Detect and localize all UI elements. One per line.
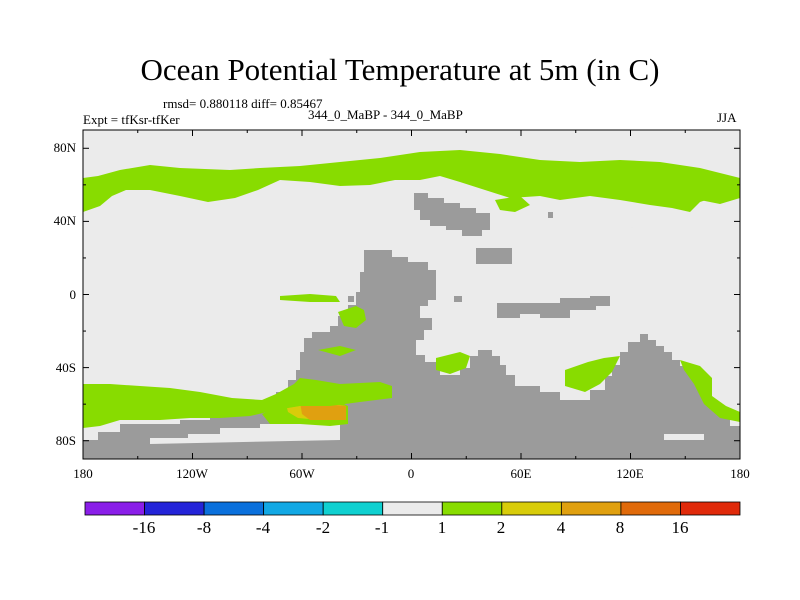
season-label: JJA [717, 110, 737, 125]
ytick-0: 0 [69, 287, 77, 302]
green-streak-eq [280, 294, 340, 302]
island-north [468, 222, 474, 228]
cb-label: 8 [615, 518, 625, 537]
ytick-80n: 80N [53, 140, 76, 155]
colorbar [84, 501, 741, 516]
xtick-60e: 60E [510, 466, 532, 481]
ytick-40n: 40N [53, 213, 76, 228]
south-band-west [83, 378, 392, 428]
colorbar-swatch [441, 501, 503, 516]
south-band-east [565, 356, 620, 392]
ice-shelf [150, 420, 340, 444]
cb-label: 4 [556, 518, 566, 537]
colorbar-swatch [560, 501, 622, 516]
north-band-gap [108, 186, 690, 232]
colorbar-swatch [84, 501, 145, 516]
xtick-0: 0 [407, 466, 415, 481]
island-north-2 [548, 212, 553, 218]
xtick-120e: 120E [616, 466, 644, 481]
south-band-far-east [680, 360, 740, 422]
colorbar-swatch [680, 501, 741, 516]
island-small-2 [348, 296, 354, 302]
colorbar-swatch [263, 501, 324, 516]
xtick-180w: 180 [73, 466, 93, 481]
colorbar-swatch [322, 501, 384, 516]
north-band-west [83, 150, 740, 212]
colorbar-swatch [501, 501, 562, 516]
colorbar-swatch [620, 501, 681, 516]
ytick-80s: 80S [55, 433, 76, 448]
cb-label: -1 [374, 518, 390, 537]
colorbar-swatch [382, 501, 443, 516]
cb-label: -16 [132, 518, 156, 537]
cb-label: 16 [671, 518, 689, 537]
landmass-central [83, 250, 740, 459]
green-streak-2 [318, 346, 356, 356]
cb-label: 2 [496, 518, 506, 537]
tick-marks [82, 130, 741, 459]
xtick-120w: 120W [176, 466, 208, 481]
cb-label: -8 [196, 518, 212, 537]
xtick-180e: 180 [730, 466, 750, 481]
hot-shelf [300, 402, 346, 420]
island-east [476, 248, 512, 264]
landmass-east [497, 296, 610, 318]
island-ant-east [664, 434, 704, 440]
stats-label: rmsd= 0.880118 diff= 0.85467 [163, 96, 323, 111]
xtick-60w: 60W [289, 466, 315, 481]
ytick-40s: 40S [55, 360, 76, 375]
cb-label: -4 [255, 518, 271, 537]
south-band-mid [436, 352, 470, 374]
cb-label: 1 [437, 518, 447, 537]
green-patch-eq [338, 306, 366, 328]
comparison-label: 344_0_MaBP - 344_0_MaBP [308, 107, 463, 122]
island-small [454, 296, 462, 302]
colorbar-swatch [144, 501, 205, 516]
map-title: Ocean Potential Temperature at 5m (in C) [140, 52, 660, 87]
experiment-label: Expt = tfKsr-tfKer [83, 112, 180, 127]
green-patch-ne [700, 180, 740, 204]
green-patch-gulf [495, 196, 530, 212]
colorbar-swatch [203, 501, 265, 516]
cb-label: -2 [315, 518, 331, 537]
